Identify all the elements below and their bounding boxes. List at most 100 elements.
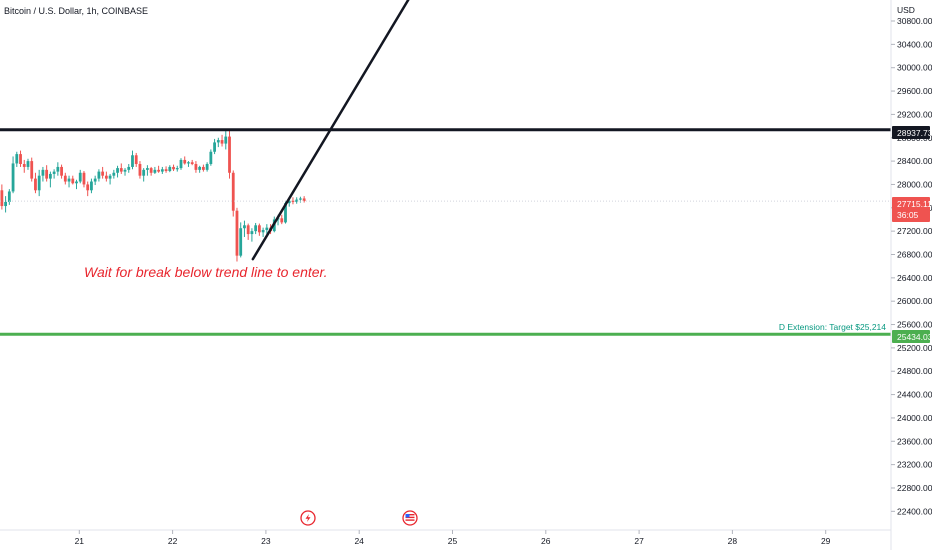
price-tick-label: 29600.00 [897,86,932,96]
candle-body [160,169,164,172]
candle [239,222,243,258]
candle-body [15,154,19,164]
candlestick-series [0,129,306,262]
candle-body [220,140,224,144]
candle-body [216,140,220,143]
candle-body [45,169,49,179]
entry-note[interactable]: Wait for break below trend line to enter… [84,264,328,280]
candle [7,189,11,205]
candle [299,196,302,203]
trend-line[interactable] [251,0,410,261]
time-tick-label: 24 [354,536,364,546]
time-axis[interactable]: 21 22 23 24 25 26 27 28 29 [75,530,831,546]
candle-body [127,166,131,170]
candle [22,159,26,173]
candle-body [183,159,187,164]
candle [175,165,179,172]
candle [123,168,127,176]
candle [104,171,108,182]
candle [131,150,134,170]
price-tick-label: 29200.00 [897,109,932,119]
candle [213,138,216,155]
price-tick-label: 23200.00 [897,460,932,470]
candle-body [63,175,67,182]
last-price-badge: 27715.11 36:05 [892,197,932,222]
candle-body [299,198,302,200]
price-tick-label: 22400.00 [897,506,932,516]
candle [11,156,15,194]
candle-body [149,168,153,173]
candle [153,166,157,174]
candle-body [90,181,93,191]
candle [86,181,90,197]
candle-body [295,199,299,202]
candle [265,224,269,235]
time-tick-label: 29 [821,536,831,546]
candle-body [179,159,183,169]
candle-body [104,175,108,179]
candle-body [280,218,284,223]
candle [224,129,228,150]
candle-body [75,181,78,184]
price-tick-label: 24400.00 [897,390,932,400]
candle-body [134,155,138,165]
price-axis-currency: USD [897,5,915,15]
candle [179,158,183,170]
price-tick-label: 25200.00 [897,343,932,353]
candle-body [26,161,30,167]
price-tick-label: 28000.00 [897,179,932,189]
candle [15,151,19,167]
resistance-price-badge: 28937.73 [892,126,932,139]
us-flag-event-icon[interactable] [402,510,418,526]
candle-body [37,175,41,191]
candle-body [302,198,306,202]
candle-body [119,168,123,172]
candle [205,162,209,172]
candle-body [82,172,86,185]
candle-body [235,210,239,256]
candle-body [67,178,71,182]
candle-body [0,190,4,207]
price-axis[interactable]: USD 30800.00 30400.00 30000.00 29600.00 2920… [891,5,932,516]
candle-body [187,162,190,164]
candle-body [205,164,209,170]
candle [198,165,202,173]
candle-body [153,169,157,173]
candle [228,129,231,179]
candle [168,165,172,173]
candle [82,171,86,188]
candle-body [228,136,231,173]
candle [231,170,235,217]
candle [291,197,295,205]
candle-body [254,225,258,232]
price-tick-label: 23600.00 [897,436,932,446]
candle [63,172,67,185]
candle [295,197,299,204]
candle-body [257,225,261,233]
candle-body [261,229,265,233]
candle [112,169,116,179]
candle-body [56,166,60,172]
candle-body [213,142,216,152]
candle [78,169,82,184]
candle-body [209,151,213,165]
candle-body [93,178,97,182]
candle [101,166,105,179]
candle [0,184,4,210]
candle [142,168,146,182]
candle [26,158,30,170]
support-price-badge: 25434.03 [892,330,932,343]
candle [216,137,220,148]
candle [19,150,22,167]
price-tick-label: 27200.00 [897,226,932,236]
candle [246,223,250,240]
extension-target-label[interactable]: D Extension: Target $25,214 [779,322,886,332]
lightning-event-icon[interactable] [300,510,316,526]
candle-body [112,172,116,176]
time-tick-label: 23 [261,536,271,546]
candle-body [131,155,134,167]
candle [257,223,261,236]
candle-body [142,169,146,176]
candle [4,196,7,213]
